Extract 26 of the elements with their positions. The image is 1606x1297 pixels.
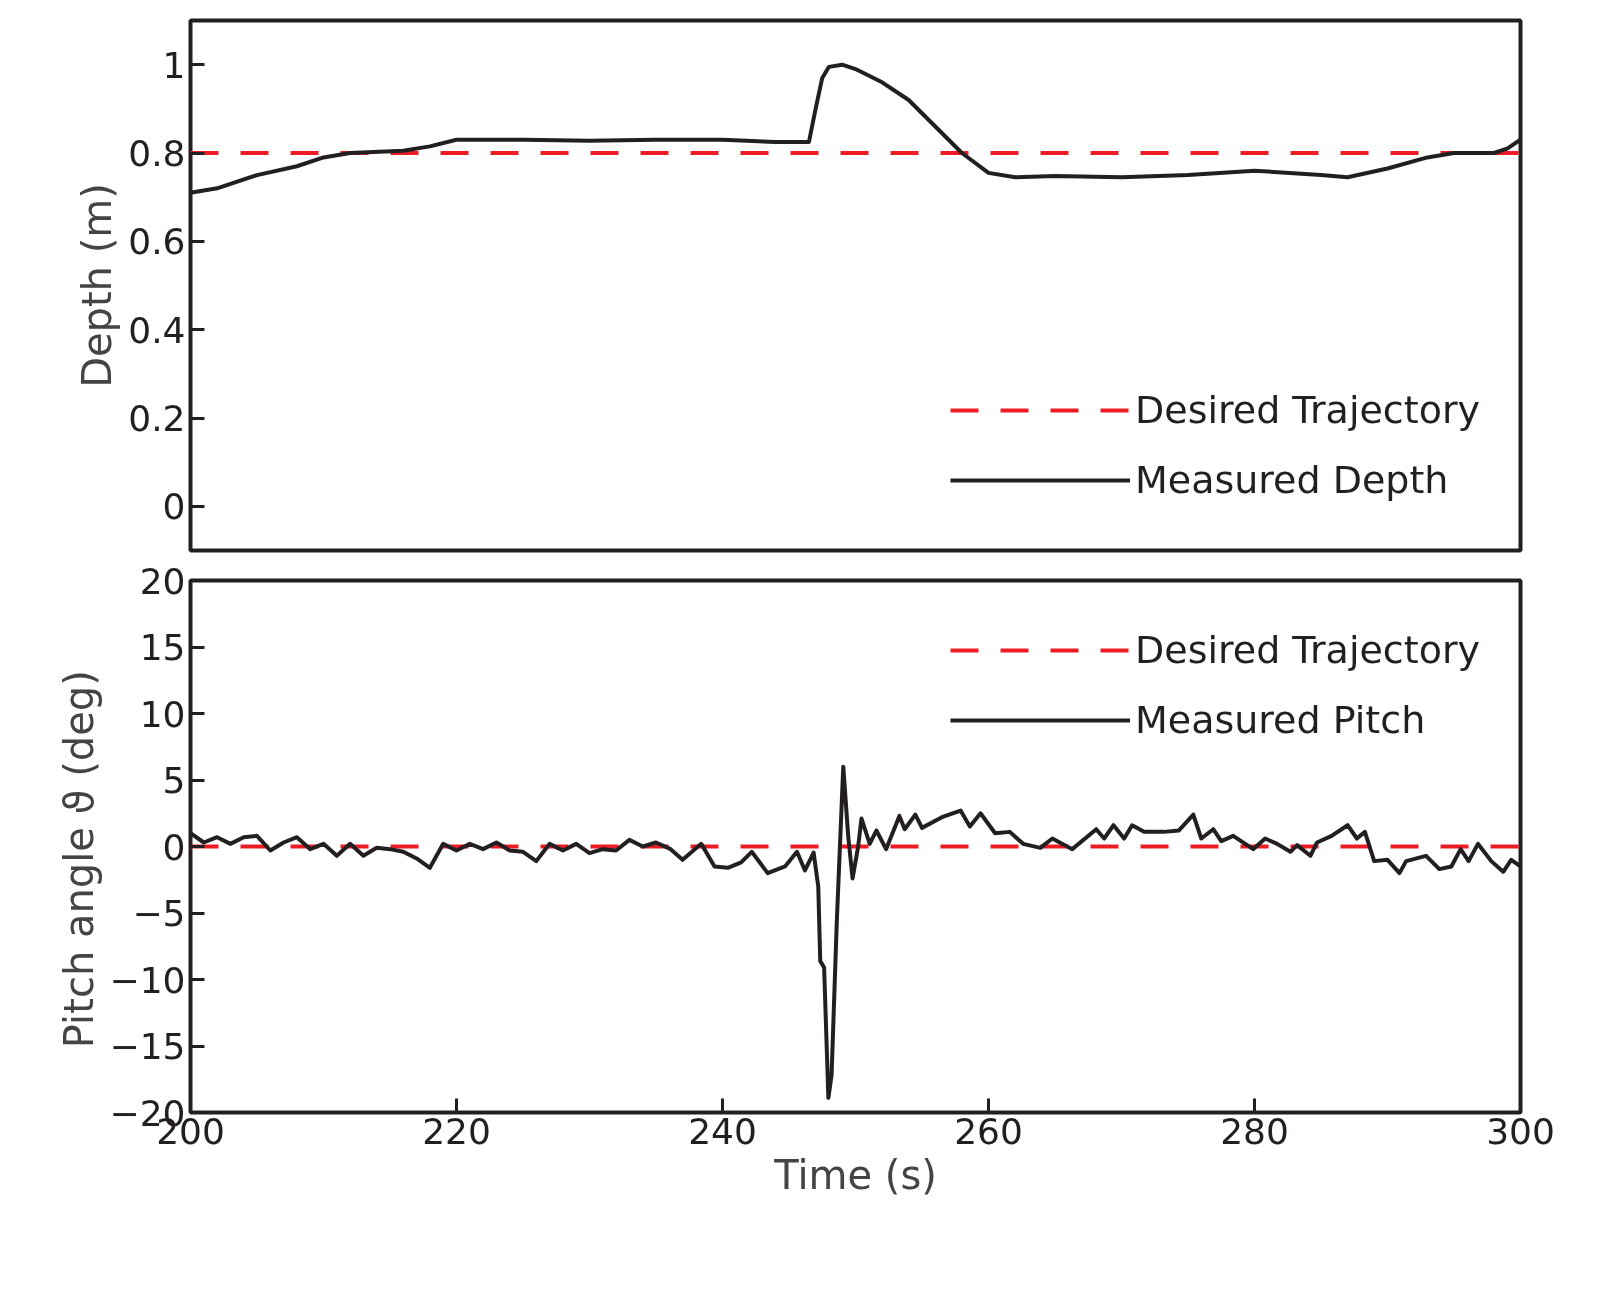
x-tick-label: 300	[1486, 1110, 1555, 1152]
y-axis-title: Pitch angle ϑ (deg)	[55, 670, 102, 1049]
y-tick-label: 0	[162, 486, 186, 528]
y-tick-label: 15	[139, 627, 186, 668]
y-tick-label: 0	[162, 826, 186, 868]
y-tick-label: 0.4	[128, 309, 186, 351]
y-tick-label: 1	[162, 44, 186, 86]
y-tick-label: 0.6	[128, 221, 186, 263]
legend-label: Measured Pitch	[1135, 697, 1426, 744]
y-tick-label: −5	[132, 893, 186, 934]
x-tick-label: 280	[1220, 1110, 1289, 1152]
legend-label: Measured Depth	[1135, 457, 1449, 504]
y-tick-label: 5	[162, 760, 186, 801]
legend-label: Desired Trajectory	[1135, 387, 1480, 434]
y-tick-label: 10	[139, 693, 186, 735]
x-axis-title: Time (s)	[773, 1151, 937, 1198]
y-tick-label: −15	[109, 1026, 186, 1067]
y-tick-label: −10	[109, 959, 186, 1001]
x-tick-label: 240	[688, 1110, 757, 1152]
y-tick-label: 0.8	[128, 133, 186, 174]
y-axis-title: Depth (m)	[74, 183, 121, 388]
x-tick-label: 220	[422, 1110, 491, 1152]
legend-label: Desired Trajectory	[1135, 627, 1480, 674]
y-tick-label: 0.2	[128, 398, 186, 439]
x-tick-label: 260	[954, 1110, 1023, 1152]
y-tick-label: 20	[139, 560, 186, 602]
